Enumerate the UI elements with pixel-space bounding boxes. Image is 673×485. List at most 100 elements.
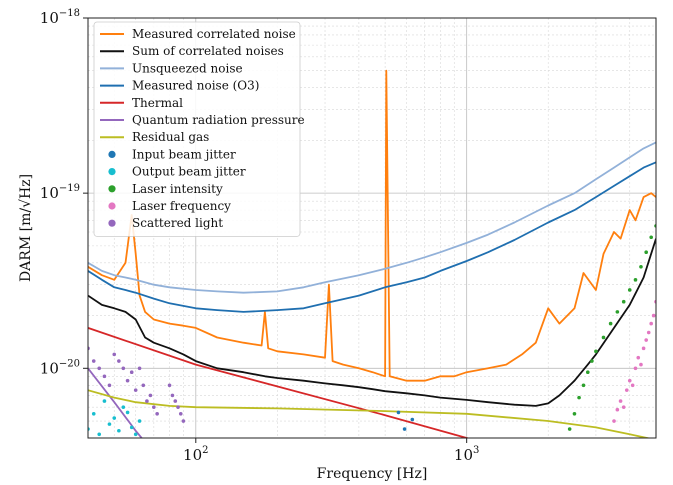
data-point-laser-frequency	[636, 355, 641, 360]
data-point-input-beam-jitter	[410, 417, 415, 422]
series-points-scattered-light	[88, 346, 186, 423]
data-point-laser-frequency	[644, 338, 648, 342]
data-point-scattered-light	[141, 383, 146, 388]
data-point-laser-intensity	[590, 359, 594, 363]
data-point-output-beam-jitter	[91, 411, 96, 416]
series-line-unsqueezed-noise	[88, 141, 656, 294]
legend-swatch	[108, 219, 116, 227]
legend-swatch	[108, 168, 116, 176]
data-point-laser-intensity	[601, 335, 606, 340]
data-point-laser-frequency	[633, 366, 638, 371]
x-tick-label: 103	[454, 445, 479, 464]
y-tick-label: 10−20	[40, 358, 80, 377]
data-point-scattered-light	[125, 378, 130, 383]
x-axis-label: Frequency [Hz]	[317, 466, 428, 482]
data-point-laser-intensity	[585, 370, 590, 375]
data-point-input-beam-jitter	[402, 427, 407, 431]
data-point-laser-frequency	[651, 313, 656, 318]
legend-label: Thermal	[132, 96, 183, 110]
data-point-scattered-light	[178, 411, 183, 416]
legend-swatch	[108, 150, 116, 158]
data-point-laser-intensity	[644, 250, 648, 255]
data-point-output-beam-jitter	[137, 419, 142, 423]
data-point-laser-frequency	[615, 407, 620, 412]
data-point-output-beam-jitter	[121, 405, 126, 409]
legend-label: Measured noise (O3)	[132, 79, 259, 93]
legend-label: Output beam jitter	[132, 165, 246, 179]
data-point-scattered-light	[176, 405, 180, 409]
data-point-laser-frequency	[639, 362, 643, 367]
series-line-quantum-radiation-pressure	[88, 367, 143, 438]
data-point-scattered-light	[97, 366, 102, 371]
data-point-output-beam-jitter	[133, 432, 138, 437]
data-point-laser-intensity	[608, 321, 613, 326]
data-point-laser-intensity	[633, 278, 638, 282]
series-line-sum-of-correlated-noises	[88, 238, 656, 407]
data-point-output-beam-jitter	[129, 425, 134, 430]
data-point-output-beam-jitter	[112, 416, 117, 420]
plot-frame	[87, 17, 657, 439]
legend-box	[93, 21, 301, 237]
data-point-scattered-light	[133, 388, 138, 392]
data-point-scattered-light	[112, 352, 117, 357]
data-point-scattered-light	[170, 393, 175, 398]
data-point-laser-frequency	[624, 388, 629, 392]
data-point-scattered-light	[145, 399, 149, 403]
series-layer	[88, 69, 656, 438]
series-line-residual-gas	[88, 389, 652, 438]
legend-label: Laser frequency	[132, 199, 231, 213]
series-line-measured-noise-o3	[88, 161, 656, 313]
legend-label: Scattered light	[132, 216, 223, 230]
data-point-laser-frequency	[627, 378, 632, 383]
data-point-laser-frequency	[618, 399, 623, 403]
data-point-laser-intensity	[649, 235, 653, 240]
data-point-scattered-light	[91, 359, 96, 363]
data-point-scattered-light	[155, 411, 159, 416]
data-point-output-beam-jitter	[102, 399, 107, 403]
legend-label: Laser intensity	[132, 182, 223, 196]
series-line-measured-correlated-noise	[88, 69, 656, 382]
data-point-scattered-light	[117, 359, 121, 363]
data-point-scattered-light	[181, 419, 186, 423]
data-point-laser-frequency	[649, 321, 653, 326]
data-point-laser-intensity	[639, 264, 643, 269]
legend-swatch	[108, 185, 116, 193]
series-points-input-beam-jitter	[396, 410, 415, 431]
data-point-scattered-light	[102, 374, 107, 379]
legend: Measured correlated noise Sum of correlat…	[93, 21, 305, 237]
data-point-scattered-light	[173, 399, 178, 403]
data-point-scattered-light	[107, 383, 112, 388]
data-point-scattered-light	[137, 366, 142, 371]
data-point-scattered-light	[148, 393, 153, 398]
x-tick-label: 102	[183, 445, 208, 464]
data-point-output-beam-jitter	[97, 432, 102, 437]
data-point-input-beam-jitter	[396, 410, 401, 415]
legend-label: Measured correlated noise	[132, 27, 296, 41]
series-line-thermal	[88, 327, 470, 438]
data-point-laser-frequency	[630, 383, 635, 388]
data-point-laser-intensity	[621, 299, 626, 304]
data-point-scattered-light	[121, 366, 126, 371]
y-tick-label: 10−18	[40, 8, 80, 27]
data-point-laser-frequency	[621, 405, 626, 409]
data-point-output-beam-jitter	[125, 410, 130, 415]
legend-label: Unsqueezed noise	[132, 61, 243, 75]
data-point-laser-intensity	[581, 383, 586, 388]
data-point-laser-frequency	[641, 346, 646, 351]
legend-label: Input beam jitter	[132, 147, 236, 161]
data-point-laser-intensity	[627, 288, 632, 292]
y-axis-label: DARM [m/√Hz]	[18, 174, 34, 282]
data-point-laser-intensity	[567, 427, 572, 431]
data-point-scattered-light	[152, 405, 156, 409]
legend-swatch	[108, 202, 116, 210]
series-points-laser-intensity	[567, 224, 656, 431]
data-point-laser-intensity	[572, 411, 577, 416]
series-points-output-beam-jitter	[88, 399, 142, 437]
y-tick-label: 10−19	[40, 183, 80, 202]
series-points-laser-frequency	[612, 299, 656, 423]
data-point-laser-intensity	[615, 310, 620, 314]
data-point-output-beam-jitter	[117, 428, 121, 433]
data-point-laser-intensity	[594, 349, 598, 354]
